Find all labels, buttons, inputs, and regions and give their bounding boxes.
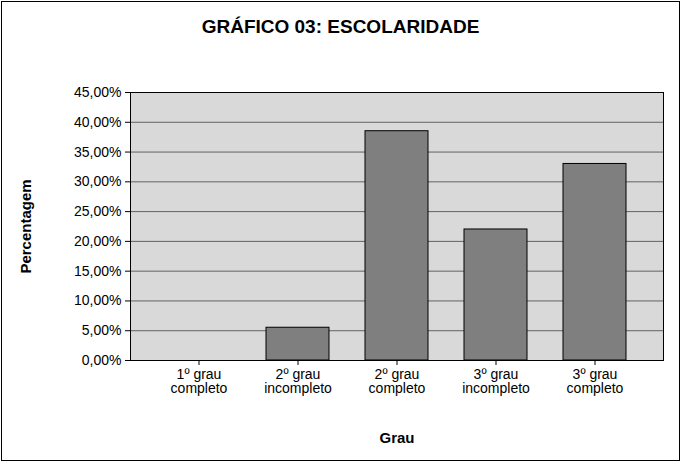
svg-text:Grau: Grau xyxy=(379,429,414,446)
svg-text:5,00%: 5,00% xyxy=(82,322,122,338)
svg-text:35,00%: 35,00% xyxy=(74,144,121,160)
svg-text:3º grauincompleto: 3º grauincompleto xyxy=(462,366,530,396)
svg-text:10,00%: 10,00% xyxy=(74,292,121,308)
svg-text:0,00%: 0,00% xyxy=(82,352,122,368)
svg-text:25,00%: 25,00% xyxy=(74,203,121,219)
svg-text:2º graucompleto: 2º graucompleto xyxy=(369,366,426,396)
svg-text:Percentagem: Percentagem xyxy=(17,179,34,273)
svg-text:2º grauincompleto: 2º grauincompleto xyxy=(264,366,332,396)
svg-text:45,00%: 45,00% xyxy=(74,84,121,100)
svg-text:15,00%: 15,00% xyxy=(74,263,121,279)
svg-text:40,00%: 40,00% xyxy=(74,114,121,130)
svg-text:3º graucompleto: 3º graucompleto xyxy=(567,366,624,396)
html-text:GRÁFICO 03: ESCOLARIDADE: GRÁFICO 03: ESCOLARIDADE xyxy=(201,16,480,37)
svg-text:1º graucompleto: 1º graucompleto xyxy=(171,366,228,396)
svg-text:30,00%: 30,00% xyxy=(74,173,121,189)
svg-text:20,00%: 20,00% xyxy=(74,233,121,249)
